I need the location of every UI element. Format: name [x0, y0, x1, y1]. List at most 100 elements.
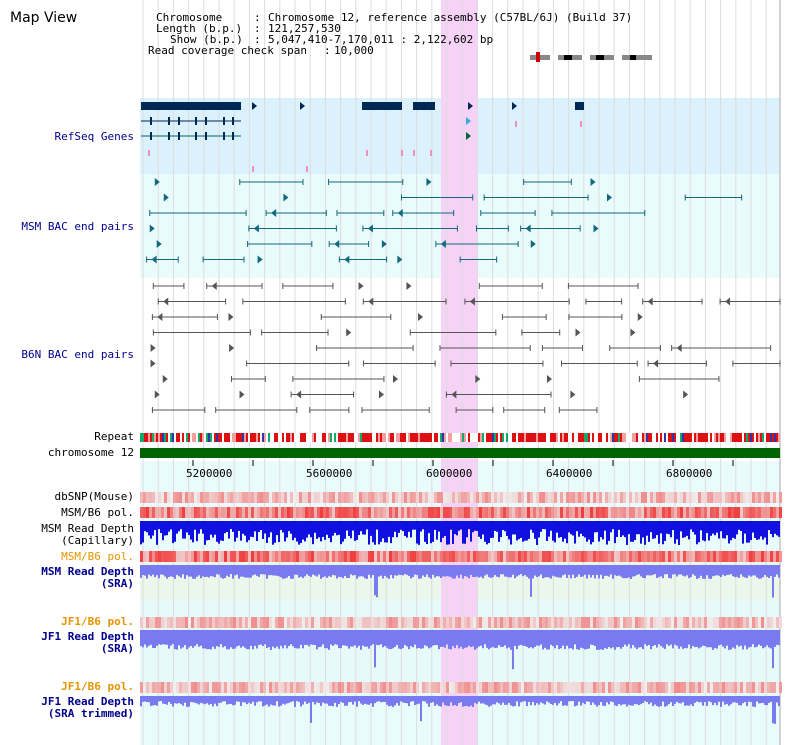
heat-cell: [527, 551, 530, 562]
depth-bar-jf1-trim: [316, 696, 318, 703]
heat-cell: [497, 492, 500, 503]
depth-bar-jf1: [590, 630, 592, 645]
heat-cell: [605, 617, 608, 628]
repeat-segment: [156, 433, 158, 442]
depth-bar-msm-sra: [554, 565, 556, 577]
depth-bar-msm-sra: [174, 565, 176, 579]
depth-bar-msm-sra: [146, 565, 148, 579]
heat-cell: [326, 551, 329, 562]
heat-cell: [557, 507, 560, 518]
depth-bar-msm-sra: [548, 565, 550, 578]
depth-bar-capillary: [274, 521, 276, 543]
depth-bar-jf1-trim: [220, 696, 222, 703]
depth-bar-jf1-trim: [650, 696, 652, 703]
depth-bar-msm-sra: [734, 565, 736, 578]
depth-bar-capillary: [292, 521, 294, 541]
depth-bar-capillary: [468, 521, 470, 530]
depth-bar-jf1-trim: [234, 696, 236, 705]
repeat-segment: [552, 433, 554, 442]
depth-bar-capillary: [206, 521, 208, 541]
depth-bar-msm-sra: [334, 565, 336, 576]
heat-cell: [473, 492, 476, 503]
heat-cell: [518, 492, 521, 503]
msm-depth-sra-label-1[interactable]: MSM Read Depth: [41, 565, 134, 578]
bac-arrow: [630, 328, 636, 337]
depth-bar-jf1: [220, 630, 222, 645]
heat-cell: [230, 551, 233, 562]
repeat-label[interactable]: Repeat: [94, 430, 134, 443]
heat-cell: [338, 551, 341, 562]
depth-bar-capillary: [650, 521, 652, 533]
depth-bar-jf1: [266, 630, 268, 649]
depth-bar-capillary: [368, 521, 370, 545]
heat-cell: [380, 492, 383, 503]
repeat-segment: [328, 433, 330, 442]
depth-bar-jf1: [714, 630, 716, 649]
jf1-trim-label-1[interactable]: JF1 Read Depth: [41, 695, 134, 708]
heat-cell: [434, 617, 437, 628]
repeat-segment: [504, 433, 506, 442]
depth-bar-msm-sra: [214, 565, 216, 578]
depth-bar-jf1: [594, 630, 596, 647]
depth-bar-capillary: [518, 521, 520, 540]
heat-cell: [716, 617, 719, 628]
heat-cell: [359, 617, 362, 628]
heat-cell: [695, 507, 698, 518]
msm-b6-pol-2-label[interactable]: MSM/B6 pol.: [61, 550, 134, 563]
refseq-exon: [232, 132, 234, 140]
depth-bar-jf1-trim: [636, 696, 638, 705]
heat-cell: [431, 617, 434, 628]
bac-arrow: [334, 240, 340, 248]
depth-bar-jf1: [150, 630, 152, 645]
msm-bac-label[interactable]: MSM BAC end pairs: [21, 220, 134, 233]
heat-cell: [227, 507, 230, 518]
chromosome-ideogram[interactable]: [530, 52, 652, 62]
heat-cell: [590, 492, 593, 503]
msm-depth-capillary-label-1[interactable]: MSM Read Depth: [41, 522, 134, 535]
heat-cell: [455, 507, 458, 518]
b6n-bac-label[interactable]: B6N BAC end pairs: [21, 348, 134, 361]
repeat-segment: [702, 433, 704, 442]
heat-cell: [578, 492, 581, 503]
heat-cell: [656, 551, 659, 562]
depth-bar-msm-sra: [588, 565, 590, 575]
bac-arrow: [344, 255, 350, 264]
depth-bar-jf1: [358, 630, 360, 646]
jf1-b6-pol-2-label[interactable]: JF1/B6 pol.: [61, 680, 134, 693]
depth-bar-msm-sra: [476, 565, 478, 577]
repeat-segment: [564, 433, 566, 442]
depth-bar-capillary: [752, 521, 754, 533]
depth-bar-jf1: [354, 630, 356, 646]
depth-bar-capillary: [578, 521, 580, 537]
msm-b6-pol-label[interactable]: MSM/B6 pol.: [61, 506, 134, 519]
chromosome-label[interactable]: chromosome 12: [47, 446, 134, 459]
bac-arrow: [451, 390, 457, 399]
depth-bar-capillary: [688, 521, 690, 540]
heat-cell: [500, 682, 503, 693]
depth-bar-msm-sra: [680, 565, 682, 575]
depth-bar-jf1-trim: [210, 696, 212, 704]
jf1-depth-label-1[interactable]: JF1 Read Depth: [41, 630, 134, 643]
depth-bar-capillary: [338, 521, 340, 535]
depth-bar-jf1-trim: [696, 696, 698, 702]
heat-cell: [326, 492, 329, 503]
depth-bar-capillary: [740, 521, 742, 531]
depth-bar-msm-sra: [234, 565, 236, 576]
repeat-segment: [538, 433, 540, 442]
repeat-segment: [182, 433, 184, 442]
heat-cell: [728, 551, 731, 562]
refseq-genes-label[interactable]: RefSeq Genes: [54, 130, 134, 143]
depth-bar-jf1-trim: [540, 696, 542, 703]
depth-bar-capillary: [480, 521, 482, 539]
depth-bar-msm-sra: [736, 565, 738, 577]
jf1-b6-pol-label[interactable]: JF1/B6 pol.: [61, 615, 134, 628]
heat-cell: [443, 551, 446, 562]
heat-cell: [164, 551, 167, 562]
depth-bar-jf1-trim: [428, 696, 430, 707]
depth-bar-capillary: [684, 521, 686, 538]
repeat-segment: [372, 433, 374, 442]
heat-cell: [548, 551, 551, 562]
depth-bar-jf1-trim: [300, 696, 302, 707]
repeat-segment: [514, 433, 516, 442]
dbsnp-label[interactable]: dbSNP(Mouse): [54, 490, 134, 503]
